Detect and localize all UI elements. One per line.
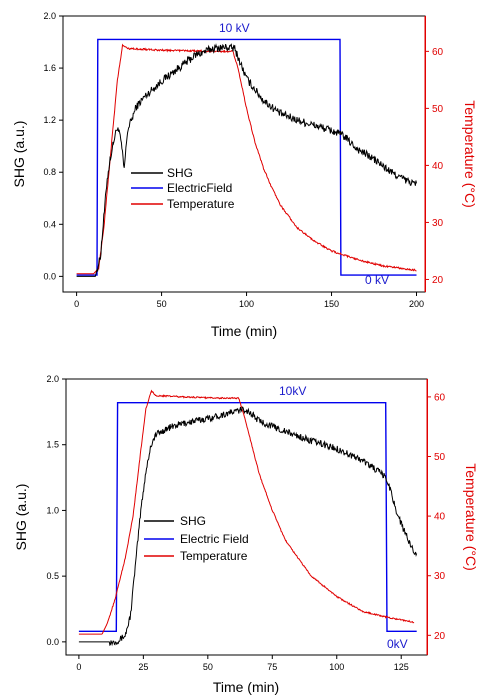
chart-1-ylabel: SHG (a.u.) <box>11 121 27 188</box>
chart-1-annotation-0kv: 0 kV <box>365 273 389 287</box>
y-tick-label: 1.6 <box>43 63 56 73</box>
chart-2-right-axis <box>426 379 428 655</box>
x-tick-label: 25 <box>138 662 148 672</box>
x-tick-label: 125 <box>394 662 409 672</box>
x-tick-label: 50 <box>157 299 167 309</box>
x-tick-label: 150 <box>324 299 339 309</box>
series-line-shg <box>76 43 417 277</box>
y2-tick-label: 50 <box>434 452 446 463</box>
chart-1-legend-label-temp: Temperature <box>167 197 235 211</box>
y2-tick-label: 50 <box>432 104 444 115</box>
chart-2-frame <box>65 378 428 656</box>
y2-tick-label: 20 <box>434 631 446 642</box>
series-line-temperature <box>76 43 417 275</box>
x-tick-label: 50 <box>203 662 213 672</box>
y2-tick-label: 60 <box>434 392 446 403</box>
x-tick-label: 100 <box>239 299 254 309</box>
x-tick-label: 100 <box>329 662 344 672</box>
y-tick-label: 0.0 <box>46 637 59 647</box>
y-tick-label: 0.0 <box>43 271 56 281</box>
chart-1-annotation-10kv: 10 kV <box>219 21 250 35</box>
chart-2-legend-label-field: Electric Field <box>180 532 249 546</box>
chart-1-legend-label-shg: SHG <box>167 166 193 180</box>
chart-2-annotation-0kv: 0kV <box>387 637 408 651</box>
chart-2-annotation-10kv: 10kV <box>279 384 306 398</box>
chart-2-y2label: Temperature (°C) <box>463 463 477 571</box>
chart-1-xlabel: Time (min) <box>211 323 277 339</box>
y2-tick-label: 60 <box>432 47 444 58</box>
y-tick-label: 0.8 <box>43 167 56 177</box>
chart-1-legend-label-field: ElectricField <box>167 181 232 195</box>
y-tick-label: 2.0 <box>46 374 59 384</box>
y-tick-label: 0.5 <box>46 571 59 581</box>
y-tick-label: 1.2 <box>43 115 56 125</box>
y2-tick-label: 30 <box>434 571 446 582</box>
y-tick-label: 2.0 <box>43 11 56 21</box>
y2-tick-label: 40 <box>432 161 444 172</box>
x-tick-label: 75 <box>267 662 277 672</box>
chart-1: 0 50 100 150 200 0.0 0.4 0.8 1.2 1.6 2.0 20 30 40 50 60… <box>11 11 477 339</box>
chart-2-xlabel: Time (min) <box>213 679 279 695</box>
chart-1-y2label: Temperature (°C) <box>462 100 477 208</box>
chart-1-frame <box>62 15 426 293</box>
chart-1-ticks: 0 50 100 150 200 0.0 0.4 0.8 1.2 1.6 2.0 20 30 40 50 60 <box>43 11 443 309</box>
y-tick-label: 0.4 <box>43 219 56 229</box>
y2-tick-label: 30 <box>432 218 444 229</box>
series-line-shg <box>78 406 418 647</box>
y2-tick-label: 20 <box>432 275 444 286</box>
x-tick-label: 0 <box>76 662 81 672</box>
chart-2-ticks: 0 25 50 75 100 125 0.0 0.5 1.0 1.5 2.0 20 30 40 50 60 <box>46 374 445 672</box>
series-line-temperature <box>78 389 415 635</box>
series-line-electric-field <box>78 402 417 632</box>
chart-2-ylabel: SHG (a.u.) <box>13 484 29 551</box>
chart-1-right-axis <box>424 16 426 292</box>
x-tick-label: 200 <box>409 299 424 309</box>
chart-2-legend-label-temp: Temperature <box>180 549 248 563</box>
chart-1-legend: SHG ElectricField Temperature <box>131 166 235 211</box>
chart-2-legend: SHG Electric Field Temperature <box>144 514 249 563</box>
chart-1-series <box>76 38 417 277</box>
y2-tick-label: 40 <box>434 512 446 523</box>
y-tick-label: 1.0 <box>46 505 59 515</box>
y-tick-label: 1.5 <box>46 440 59 450</box>
chart-2: 0 25 50 75 100 125 0.0 0.5 1.0 1.5 2.0 20 30 40 50 60 1… <box>13 374 477 695</box>
chart-2-legend-label-shg: SHG <box>180 514 206 528</box>
x-tick-label: 0 <box>74 299 79 309</box>
chart-2-series <box>78 389 418 647</box>
series-line-electricfield <box>76 38 417 276</box>
